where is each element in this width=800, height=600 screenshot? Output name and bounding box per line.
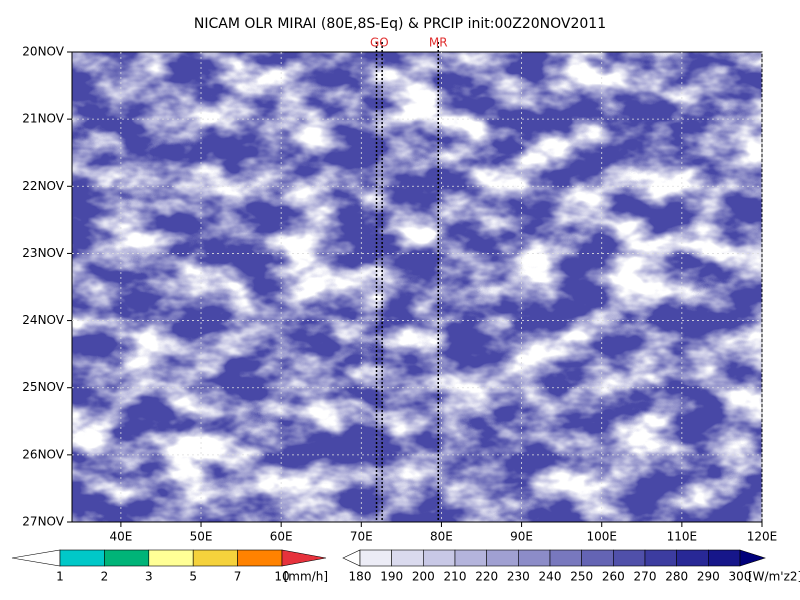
y-tick-label: 25NOV xyxy=(22,380,64,394)
colorbar-box xyxy=(581,549,614,567)
y-tick-label: 21NOV xyxy=(22,112,64,126)
colorbar-unit: [W/m'z2] xyxy=(748,570,800,584)
x-tick-label: 100E xyxy=(586,530,617,544)
colorbar-label: 200 xyxy=(412,570,435,584)
colorbar-box xyxy=(391,549,424,567)
x-tick-label: 50E xyxy=(190,530,213,544)
field xyxy=(72,52,762,522)
x-tick-label: 70E xyxy=(350,530,373,544)
colorbar-box xyxy=(423,549,456,567)
colorbar-low xyxy=(11,549,61,567)
colorbar-box xyxy=(676,549,709,567)
colorbar-box xyxy=(613,549,646,567)
colorbar-label: 2 xyxy=(101,570,109,584)
colorbar-box xyxy=(518,549,551,567)
y-tick-label: 24NOV xyxy=(22,313,64,327)
colorbar-box xyxy=(549,549,582,567)
colorbar-label: 220 xyxy=(475,570,498,584)
colorbar-label: 5 xyxy=(189,570,197,584)
y-tick-label: 22NOV xyxy=(22,179,64,193)
y-tick-label: 26NOV xyxy=(22,447,64,461)
colorbar-box xyxy=(59,549,105,567)
colorbar-label: 260 xyxy=(602,570,625,584)
colorbar-box xyxy=(148,549,194,567)
colorbar-label: 230 xyxy=(507,570,530,584)
colorbar-label: 180 xyxy=(349,570,372,584)
colorbar-box xyxy=(104,549,150,567)
colorbar-label: 240 xyxy=(539,570,562,584)
colorbar-low xyxy=(342,549,361,567)
chart-title: NICAM OLR MIRAI (80E,8S-Eq) & PRCIP init… xyxy=(194,16,606,32)
colorbar-label: 290 xyxy=(697,570,720,584)
colorbar-high xyxy=(739,549,766,567)
colorbar-label: 210 xyxy=(444,570,467,584)
colorbar-box xyxy=(454,549,487,567)
x-tick-label: 80E xyxy=(430,530,453,544)
colorbar-high xyxy=(281,549,327,567)
colorbar-label: 190 xyxy=(380,570,403,584)
y-tick-label: 23NOV xyxy=(22,246,64,260)
colorbar-label: 250 xyxy=(570,570,593,584)
colorbar-box xyxy=(192,549,238,567)
x-tick-label: 90E xyxy=(510,530,533,544)
colorbar-label: 270 xyxy=(634,570,657,584)
colorbar-box xyxy=(359,549,392,567)
colorbar-box xyxy=(644,549,677,567)
colorbar-label: 280 xyxy=(665,570,688,584)
colorbar-label: 300 xyxy=(729,570,752,584)
marker-label: GO xyxy=(370,36,389,50)
colorbar-box xyxy=(237,549,283,567)
x-tick-label: 40E xyxy=(109,530,132,544)
colorbar-box xyxy=(486,549,519,567)
colorbar-unit: [mm/h] xyxy=(284,570,328,584)
x-tick-label: 120E xyxy=(747,530,778,544)
colorbar-box xyxy=(708,549,741,567)
colorbar-label: 3 xyxy=(145,570,153,584)
field-texture xyxy=(72,52,762,522)
x-tick-label: 60E xyxy=(270,530,293,544)
colorbar-label: 7 xyxy=(234,570,242,584)
marker-label: MR xyxy=(429,36,448,50)
colorbar-label: 1 xyxy=(56,570,64,584)
colorbar-label: 10 xyxy=(274,570,289,584)
y-tick-label: 27NOV xyxy=(22,515,64,529)
x-tick-label: 110E xyxy=(667,530,698,544)
y-tick-label: 20NOV xyxy=(22,45,64,59)
